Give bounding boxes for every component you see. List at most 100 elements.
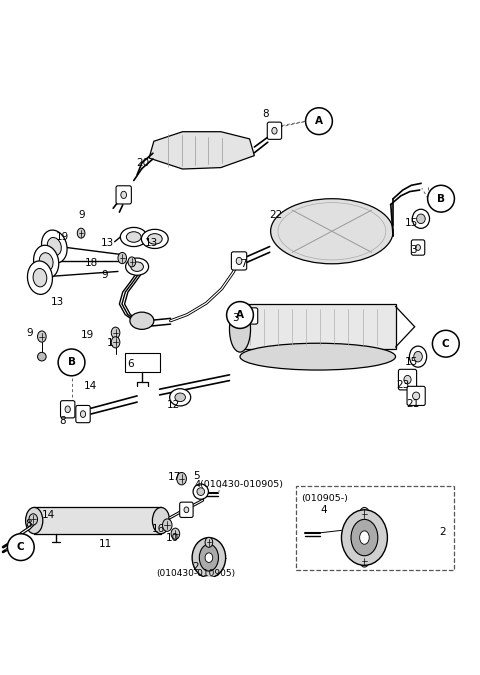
Text: A: A xyxy=(315,116,323,126)
Circle shape xyxy=(227,302,253,329)
Text: 14: 14 xyxy=(42,510,55,520)
Ellipse shape xyxy=(175,393,185,402)
FancyBboxPatch shape xyxy=(297,486,455,570)
Circle shape xyxy=(306,108,332,134)
Circle shape xyxy=(432,330,459,357)
Ellipse shape xyxy=(177,472,186,485)
Text: 6: 6 xyxy=(128,359,134,369)
Text: 23: 23 xyxy=(396,380,409,390)
Ellipse shape xyxy=(199,544,218,571)
Text: 14: 14 xyxy=(84,381,97,391)
Polygon shape xyxy=(149,132,254,169)
Ellipse shape xyxy=(37,331,46,342)
Text: C: C xyxy=(17,542,24,552)
Ellipse shape xyxy=(27,261,52,294)
FancyBboxPatch shape xyxy=(267,122,282,139)
Ellipse shape xyxy=(205,537,213,547)
Bar xyxy=(125,353,159,372)
Ellipse shape xyxy=(412,392,420,400)
Text: 19: 19 xyxy=(55,232,69,242)
Ellipse shape xyxy=(142,230,168,248)
Text: 22: 22 xyxy=(269,211,283,221)
Text: 11: 11 xyxy=(98,539,112,549)
Text: 4: 4 xyxy=(321,505,327,515)
Ellipse shape xyxy=(39,252,53,271)
Ellipse shape xyxy=(341,510,387,566)
Ellipse shape xyxy=(272,128,277,134)
Text: 15: 15 xyxy=(405,357,418,367)
Text: 9: 9 xyxy=(79,211,85,221)
Ellipse shape xyxy=(271,198,393,264)
Ellipse shape xyxy=(248,313,253,319)
Text: 13: 13 xyxy=(100,238,114,248)
Ellipse shape xyxy=(414,352,422,362)
FancyBboxPatch shape xyxy=(407,386,425,406)
Text: 3: 3 xyxy=(232,313,239,323)
Ellipse shape xyxy=(34,245,59,279)
Text: 5: 5 xyxy=(193,471,200,481)
Text: (010905-): (010905-) xyxy=(301,494,348,503)
Ellipse shape xyxy=(409,346,427,367)
FancyBboxPatch shape xyxy=(76,406,90,423)
Text: 9: 9 xyxy=(26,328,33,338)
Text: (010430-010905): (010430-010905) xyxy=(156,570,236,578)
Text: 20: 20 xyxy=(136,158,149,168)
Ellipse shape xyxy=(29,514,37,525)
Ellipse shape xyxy=(131,262,144,271)
Text: 2: 2 xyxy=(439,527,446,537)
Text: 4(010430-010905): 4(010430-010905) xyxy=(194,481,284,489)
Text: C: C xyxy=(442,339,450,349)
Ellipse shape xyxy=(121,191,127,198)
Text: 19: 19 xyxy=(81,330,95,340)
Ellipse shape xyxy=(126,232,141,242)
Ellipse shape xyxy=(37,352,46,361)
Text: 1: 1 xyxy=(107,338,113,348)
Ellipse shape xyxy=(360,531,369,544)
Ellipse shape xyxy=(126,258,149,275)
Ellipse shape xyxy=(153,508,169,534)
Ellipse shape xyxy=(360,556,369,567)
Ellipse shape xyxy=(33,269,47,287)
Text: 8: 8 xyxy=(60,416,66,426)
FancyBboxPatch shape xyxy=(411,240,425,255)
Text: 16: 16 xyxy=(152,524,165,534)
FancyBboxPatch shape xyxy=(60,401,75,418)
FancyBboxPatch shape xyxy=(398,369,417,390)
Text: 21: 21 xyxy=(407,398,420,408)
Text: 8: 8 xyxy=(25,519,32,529)
Ellipse shape xyxy=(404,375,411,384)
Ellipse shape xyxy=(25,508,43,534)
Text: 10: 10 xyxy=(166,533,179,543)
Ellipse shape xyxy=(118,252,127,264)
Text: 18: 18 xyxy=(85,259,98,269)
FancyBboxPatch shape xyxy=(180,502,193,518)
Ellipse shape xyxy=(47,238,61,256)
Ellipse shape xyxy=(229,306,251,352)
Ellipse shape xyxy=(65,406,71,412)
Ellipse shape xyxy=(169,389,191,406)
FancyBboxPatch shape xyxy=(243,308,258,324)
Ellipse shape xyxy=(171,528,180,539)
Text: 7: 7 xyxy=(240,259,247,269)
Text: B: B xyxy=(437,194,445,204)
Ellipse shape xyxy=(192,537,226,578)
Ellipse shape xyxy=(197,488,204,495)
Text: 15: 15 xyxy=(405,217,418,227)
Ellipse shape xyxy=(120,227,147,246)
Text: 3: 3 xyxy=(410,246,417,255)
Ellipse shape xyxy=(412,209,430,228)
Circle shape xyxy=(428,186,455,212)
Bar xyxy=(240,304,396,350)
Ellipse shape xyxy=(193,484,208,500)
Ellipse shape xyxy=(205,553,213,562)
Ellipse shape xyxy=(80,410,85,417)
Ellipse shape xyxy=(130,312,154,329)
Circle shape xyxy=(7,534,34,560)
Circle shape xyxy=(58,349,85,376)
Ellipse shape xyxy=(240,344,396,370)
Text: 12: 12 xyxy=(167,400,180,410)
Text: B: B xyxy=(68,357,75,367)
Ellipse shape xyxy=(162,519,172,531)
Ellipse shape xyxy=(128,257,136,267)
Ellipse shape xyxy=(42,230,67,263)
